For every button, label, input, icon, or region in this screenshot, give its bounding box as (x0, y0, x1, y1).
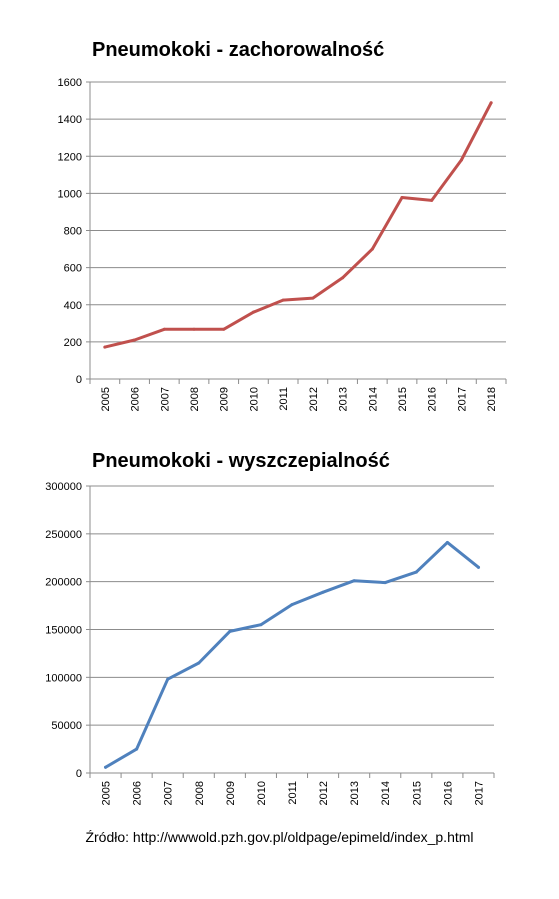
chart2-plot: 0 50000 100000 150000 200000 250000 300000 2005… (45, 481, 495, 805)
chart1-ytick-label: 1600 (58, 77, 82, 89)
chart1-xtick-label: 2007 (159, 387, 171, 411)
chart1-xtick-label: 2009 (219, 387, 231, 411)
chart1-data-point (281, 298, 285, 302)
chart2-xtick-label: 2012 (318, 781, 330, 805)
chart1-data-point (489, 101, 493, 105)
chart2-xtick-label: 2016 (442, 781, 454, 805)
chart1-data-point (430, 198, 434, 202)
chart2-xtick-label: 2009 (225, 781, 237, 805)
chart2-data-point (197, 661, 201, 665)
chart1-ytick-label: 800 (64, 226, 82, 238)
chart2-series-line (104, 540, 480, 769)
chart2-ytick-label: 0 (76, 768, 82, 780)
chart2-ytick-label: 100000 (45, 672, 82, 684)
chart2-ytick-label: 50000 (51, 720, 82, 732)
chart1-xtick-label: 2017 (456, 387, 468, 411)
chart2-xtick-label: 2011 (287, 781, 299, 805)
chart2-data-point (476, 565, 480, 569)
chart1-xtick-label: 2013 (338, 387, 350, 411)
chart1-xtick-label: 2005 (100, 387, 112, 411)
chart1-data-point (222, 327, 226, 331)
chart1-data-point (133, 338, 137, 342)
chart2-ytick-label: 300000 (45, 481, 82, 493)
chart1-ytick-label: 400 (64, 300, 82, 312)
chart1-data-point (400, 195, 404, 199)
chart1-xtick-label: 2008 (189, 387, 201, 411)
chart2-data-point (414, 570, 418, 574)
chart1-xtick-label: 2014 (367, 387, 379, 411)
chart2-ytick-label: 250000 (45, 529, 82, 541)
chart1-series-line (103, 101, 493, 349)
chart1-xtick-label: 2006 (130, 387, 142, 411)
chart2-xtick-label: 2006 (132, 781, 144, 805)
source-note: Źródło: http://wwwold.pzh.gov.pl/oldpage… (85, 829, 474, 845)
chart1-data-point (251, 310, 255, 314)
chart2-ytick-label: 200000 (45, 577, 82, 589)
chart1-ytick-label: 0 (76, 374, 82, 386)
chart2-xtick-label: 2014 (380, 781, 392, 805)
chart2-data-point (383, 581, 387, 585)
chart2-xtick-label: 2007 (163, 781, 175, 805)
chart1-data-point (311, 296, 315, 300)
chart2-ytick-label: 150000 (45, 625, 82, 637)
chart2-data-point (228, 629, 232, 633)
chart2-data-point (166, 677, 170, 681)
chart2-data-point (321, 590, 325, 594)
chart1-ytick-label: 200 (64, 337, 82, 349)
chart1-ytick-label: 1000 (58, 188, 82, 200)
chart1-ytick-label: 600 (64, 263, 82, 275)
chart2-title: Pneumokoki - wyszczepialność (92, 450, 390, 472)
chart1-data-point (192, 327, 196, 331)
chart1-data-point (162, 327, 166, 331)
chart2-data-point (135, 747, 139, 751)
chart1-data-point (341, 276, 345, 280)
chart1-title: Pneumokoki - zachorowalność (92, 39, 385, 61)
chart1-data-point (370, 247, 374, 251)
chart1-data-point (459, 158, 463, 162)
chart2-xtick-label: 2013 (349, 781, 361, 805)
chart2-data-point (259, 623, 263, 627)
chart1-ytick-label: 1200 (58, 151, 82, 163)
chart1-ytick-label: 1400 (58, 114, 82, 126)
chart2-data-point (290, 603, 294, 607)
chart2-data-point (352, 579, 356, 583)
chart1-xtick-label: 2011 (278, 387, 290, 411)
chart2-data-point (445, 540, 449, 544)
chart2-xtick-label: 2008 (194, 781, 206, 805)
chart1-data-point (103, 345, 107, 349)
chart2-xtick-label: 2017 (473, 781, 485, 805)
chart1-plot: 0 200 400 600 800 1000 1200 1400 1600 2005 2006 200… (58, 77, 507, 411)
chart1-xtick-label: 2010 (248, 387, 260, 411)
chart1-xtick-label: 2015 (397, 387, 409, 411)
chart2-xtick-label: 2010 (256, 781, 268, 805)
chart2-data-point (104, 765, 108, 769)
chart1-xtick-label: 2016 (427, 387, 439, 411)
chart1-xtick-label: 2018 (486, 387, 498, 411)
chart1-xtick-label: 2012 (308, 387, 320, 411)
chart2-xtick-label: 2015 (411, 781, 423, 805)
chart2-xtick-label: 2005 (101, 781, 113, 805)
